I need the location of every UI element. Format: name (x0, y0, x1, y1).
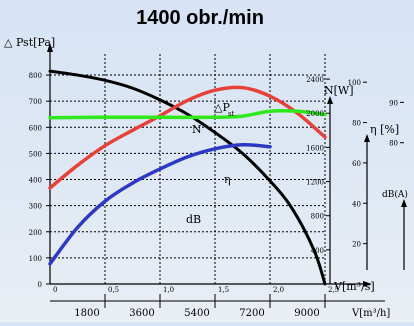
x-tick-label: 0 (53, 286, 57, 294)
sound-tick-label: 90 (389, 99, 398, 107)
axes (46, 43, 407, 308)
x-secondary-tick-label: 1800 (74, 308, 99, 319)
y-tick-label: 800 (29, 72, 42, 80)
x-secondary-axis-label: V[m³/h] (351, 308, 390, 319)
y-axis-arrow (47, 43, 53, 52)
x-tick-label: 2,0 (273, 286, 284, 294)
x-secondary-tick-label: 5400 (184, 308, 209, 319)
curve-label-efficiency: η (224, 173, 231, 186)
y-tick-label: 500 (29, 150, 42, 158)
x-tick-label: 2,5 (328, 286, 339, 294)
y-axis-label: △ Pst[Pa] (4, 36, 55, 49)
y-tick-label: 300 (29, 203, 42, 211)
x-secondary-tick-label: 9000 (294, 308, 319, 319)
series-pressure-line (48, 69, 327, 286)
x-tick-label: 1,5 (218, 286, 229, 294)
efficiency-tick-label: 100 (348, 79, 361, 87)
series-layer (48, 69, 327, 286)
efficiency-tick-label: 20 (352, 241, 361, 249)
efficiency-tick-label: 40 (352, 200, 361, 208)
y-tick-label: 400 (29, 177, 42, 185)
power-tick-label: 1600 (306, 144, 324, 152)
power-axis-arrow (327, 96, 333, 104)
curve-label-pressure-subscript: st (228, 110, 235, 118)
sound-axis-arrow (401, 199, 407, 207)
curve-label-power: N (192, 123, 202, 136)
y-tick-label: 600 (29, 124, 42, 132)
efficiency-axis-arrow (364, 134, 370, 142)
y-tick-label: 0 (38, 281, 42, 289)
x-secondary-tick-label: 7200 (239, 308, 264, 319)
efficiency-tick-label: 80 (352, 120, 361, 128)
chart-title: 1400 obr./min (136, 7, 264, 29)
power-tick-label: 2400 (306, 76, 324, 84)
y-tick-label: 700 (29, 98, 42, 106)
power-tick-label: 400 (311, 247, 324, 255)
x-axis-label: V[m³/s] (333, 280, 375, 293)
sound-axis-label: dB(A) (382, 189, 408, 200)
grid (49, 54, 326, 284)
power-tick-label: 2000 (306, 110, 324, 118)
power-tick-label: 1200 (306, 179, 324, 187)
y-tick-label: 200 (29, 229, 42, 237)
x-secondary-tick-label: 3600 (129, 308, 154, 319)
curve-label-sound: dB (186, 213, 201, 226)
series-sound-line (48, 108, 327, 120)
power-tick-label: 800 (311, 213, 324, 221)
x-axis-arrow (363, 281, 372, 287)
y-tick-label: 100 (29, 255, 42, 263)
sound-tick-label: 80 (389, 140, 398, 148)
efficiency-tick-label: 60 (352, 160, 361, 168)
series-power-line (48, 85, 327, 190)
power-axis-label: N[W] (324, 84, 354, 97)
efficiency-axis-label: η [%] (370, 123, 399, 136)
curve-label-pressure: △P (214, 101, 230, 114)
x-tick-label: 0,5 (108, 286, 119, 294)
labels-layer: 1800 3600 5400 7200 9000 V[m³/h] 0 0,5 1,0 1,5 2,0… (4, 36, 408, 319)
x-tick-label: 1,0 (163, 286, 174, 294)
series-efficiency-line (48, 142, 272, 266)
